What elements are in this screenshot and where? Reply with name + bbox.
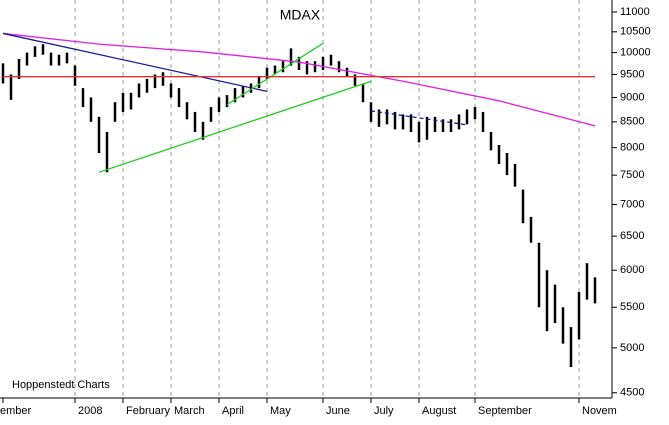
y-tick-label: 10500: [620, 26, 651, 38]
y-tick-label: 8000: [620, 142, 644, 154]
y-tick-label: 5000: [620, 342, 644, 354]
x-tick-label: 2008: [78, 405, 102, 417]
x-tick-label: May: [270, 405, 291, 417]
y-tick-label: 9500: [620, 68, 644, 80]
y-tick-label: 11000: [620, 6, 650, 18]
x-tick-label: February: [126, 405, 171, 417]
indicator-line: [226, 42, 324, 106]
x-tick-label: March: [174, 405, 205, 417]
x-tick-label: ember: [0, 405, 32, 417]
x-tick-label: August: [422, 405, 456, 417]
y-tick-label: 7000: [620, 198, 644, 210]
indicator-line: [98, 80, 372, 173]
y-tick-label: 10000: [620, 46, 651, 58]
x-tick-label: September: [478, 405, 532, 417]
y-tick-label: 9000: [620, 91, 644, 103]
y-tick-label: 4500: [620, 387, 644, 399]
chart-title: MDAX: [280, 7, 321, 23]
y-tick-label: 6000: [620, 264, 644, 276]
x-tick-label: June: [326, 405, 350, 417]
y-tick-label: 6500: [620, 230, 644, 242]
indicator-line: [370, 110, 468, 126]
y-tick-label: 8500: [620, 116, 644, 128]
indicator-line: [2, 32, 596, 127]
indicator-line: [2, 32, 268, 93]
y-tick-label: 5500: [620, 301, 644, 313]
x-tick-label: Novem: [582, 405, 617, 417]
y-tick-label: 7500: [620, 169, 644, 181]
x-tick-label: April: [222, 405, 244, 417]
x-tick-label: July: [374, 405, 394, 417]
source-note: Hoppenstedt Charts: [12, 379, 110, 391]
